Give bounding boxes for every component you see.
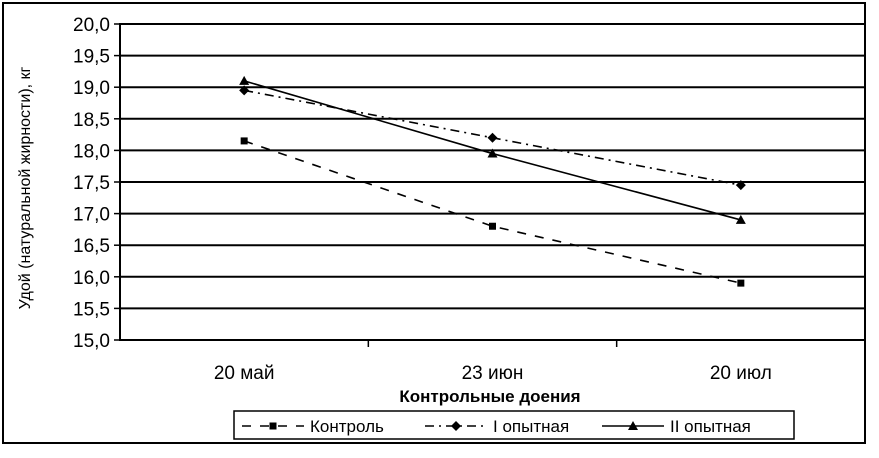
series-lines: [239, 75, 746, 287]
data-point-series-2: [487, 132, 498, 143]
series-line-1: [243, 140, 742, 284]
data-point-series-2: [239, 85, 250, 96]
data-point-series-3: [487, 148, 498, 158]
legend-marker-1: [269, 422, 277, 430]
data-point-series-2: [735, 180, 746, 191]
x-axis-title: Контрольные доения: [399, 387, 580, 406]
data-point-series-1: [240, 137, 248, 145]
y-tick-label: 19,5: [73, 47, 110, 68]
x-tick-label: 23 июн: [462, 363, 524, 384]
legend: Контроль I опытная II опытная: [233, 410, 795, 440]
legend-box: [233, 410, 795, 440]
y-tick-label: 18,5: [73, 110, 110, 131]
legend-label: II опытная: [670, 417, 751, 436]
data-point-series-1: [489, 222, 496, 230]
y-tick-label: 19,0: [73, 78, 110, 99]
y-tick-label: 18,0: [73, 141, 110, 162]
y-tick-label: 15,5: [73, 299, 110, 320]
y-tick-label: 16,5: [73, 236, 110, 257]
y-tick-label: 15,0: [73, 331, 110, 352]
y-tick-label: 20,0: [73, 15, 110, 36]
legend-label: Контроль: [310, 417, 384, 436]
legend-marker-2: [451, 421, 461, 431]
y-axis-title: Удой (натуральной жирности), кг: [17, 66, 34, 309]
y-tick-label: 17,0: [73, 205, 110, 226]
data-point-series-3: [735, 214, 746, 224]
y-tick-label: 16,0: [73, 268, 110, 289]
legend-label: I опытная: [493, 417, 569, 436]
data-point-series-3: [239, 75, 250, 85]
x-tick-labels: 20 май 23 июн 20 июл: [214, 363, 772, 384]
y-tick-label: 17,5: [73, 173, 110, 194]
x-tick-label: 20 май: [214, 363, 275, 384]
legend-marker-3: [628, 421, 638, 430]
y-tick-labels: 15,0 15,5 16,0 16,5 17,0 17,5 18,0 18,5 19,0 19,5…: [73, 15, 110, 352]
x-tick-label: 20 июл: [710, 363, 772, 384]
data-point-series-1: [737, 279, 745, 287]
